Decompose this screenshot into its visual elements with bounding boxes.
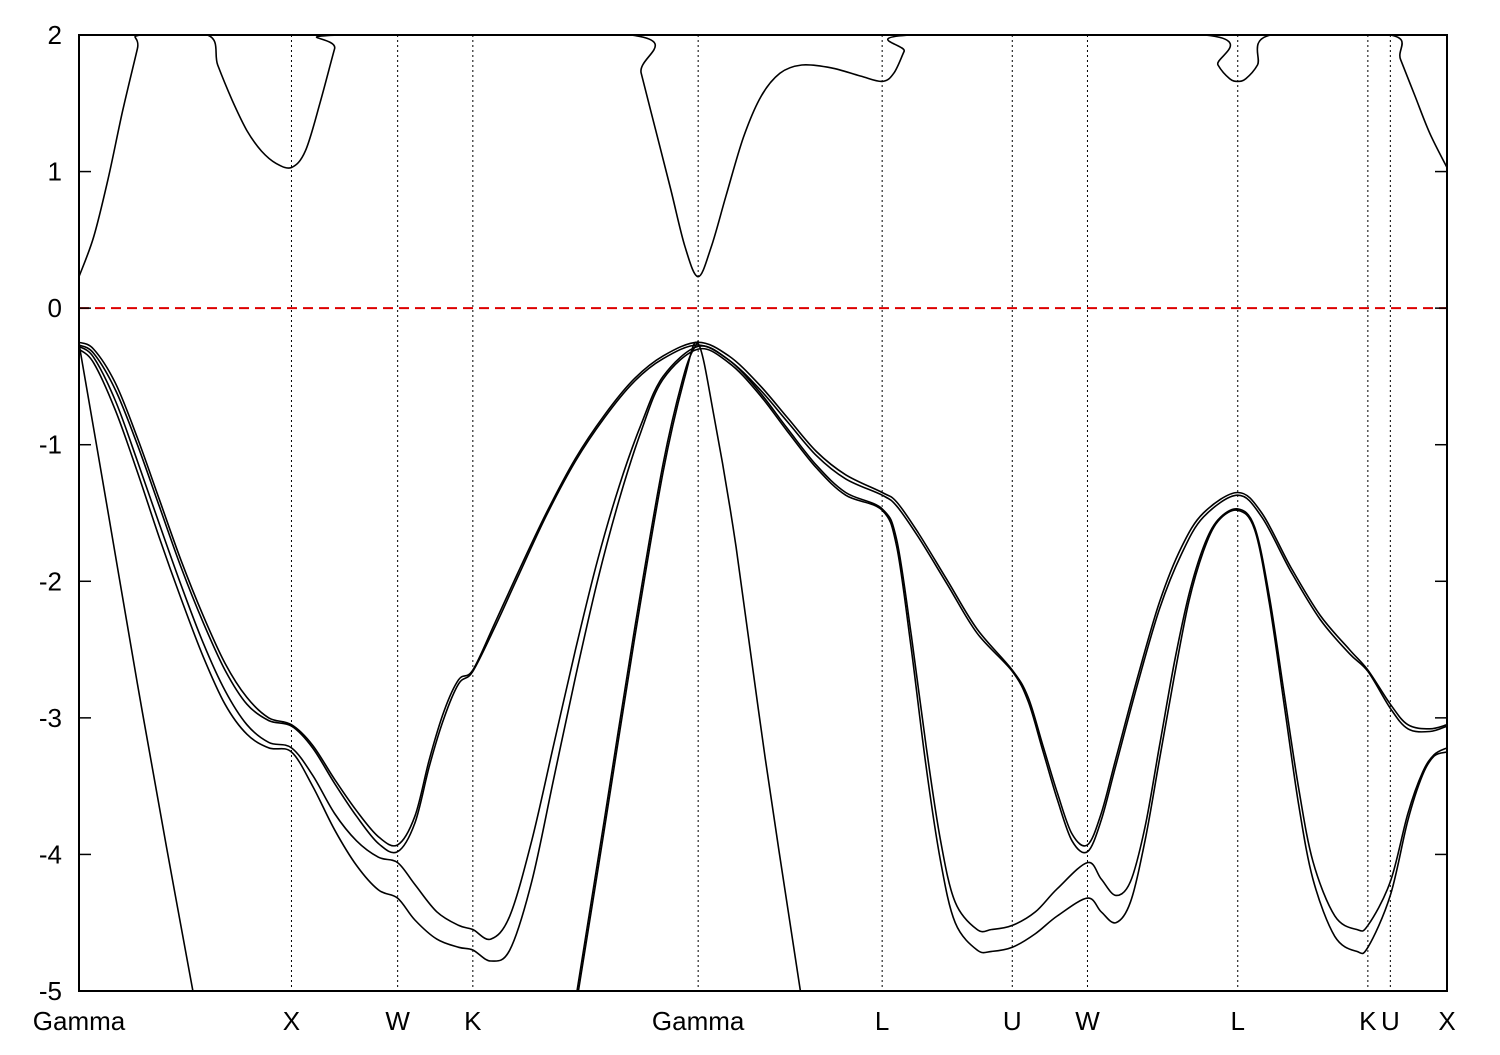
kpoint-lines [290, 35, 1391, 991]
y-tick-label: -1 [39, 430, 62, 460]
kpoint-label: W [1075, 1006, 1100, 1036]
kpoint-label: Gamma [652, 1006, 745, 1036]
kpoint-label: K [1359, 1006, 1377, 1036]
kpoint-label: Gamma [33, 1006, 126, 1036]
band-line-8 [576, 340, 699, 991]
band-line-4 [79, 345, 1447, 941]
kpoint-label: U [1003, 1006, 1022, 1036]
kpoint-label: W [385, 1006, 410, 1036]
kpoint-label: K [464, 1006, 482, 1036]
y-tick-label: -2 [39, 566, 62, 596]
kpoint-label: X [283, 1006, 300, 1036]
y-tick-label: 2 [48, 20, 62, 50]
y-tick-label: -5 [39, 976, 62, 1006]
bands [79, 35, 1447, 991]
y-tick-label: -4 [39, 839, 62, 869]
y-tick-label: 0 [48, 293, 62, 323]
plot-frame [78, 34, 1448, 992]
band-line-1 [79, 35, 1447, 278]
y-axis-ticks: 2 1 0 -1 -2 -3 -4 -5 [39, 20, 1447, 1006]
y-tick-label: 1 [48, 157, 62, 187]
band-line-7 [577, 341, 802, 991]
band-line-6 [79, 343, 194, 991]
kpoint-label: X [1438, 1006, 1455, 1036]
y-tick-label: -3 [39, 703, 62, 733]
band-line-3 [79, 344, 1447, 854]
kpoint-label: U [1381, 1006, 1400, 1036]
kpoint-label: L [1231, 1006, 1245, 1036]
band-line-5 [79, 347, 1447, 962]
band-line-2 [79, 341, 1447, 847]
x-axis-labels: Gamma X W K Gamma L U W L K U X [33, 1006, 1456, 1036]
kpoint-label: L [875, 1006, 889, 1036]
